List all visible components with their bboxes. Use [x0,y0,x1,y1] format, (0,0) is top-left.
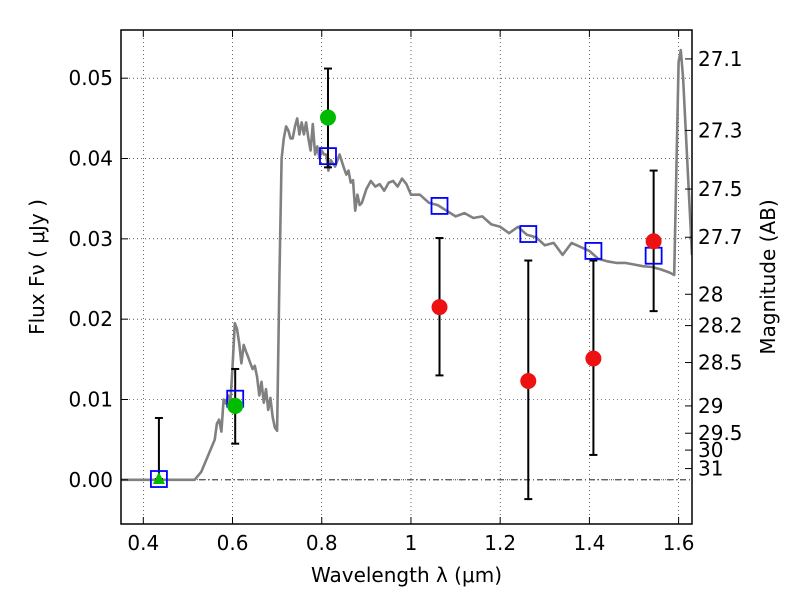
x-tick-label: 0.4 [127,531,159,555]
right-tick-label: 31 [698,457,723,481]
x-tick-label: 1.2 [484,531,516,555]
y-axis-label: Flux Fν ( μJy ) [25,199,49,335]
detection-point [227,397,244,414]
right-axis-label: Magnitude (AB) [756,199,780,354]
right-tick-label: 29 [698,394,723,418]
y-tick-label: 0.03 [68,227,113,251]
y-tick-label: 0.01 [68,387,113,411]
model-photometry-square [319,147,337,166]
model-photometry-square [430,197,449,215]
right-tick-label: 27.7 [698,225,743,249]
non-detection-point [645,233,662,250]
x-tick-label: 0.8 [306,531,338,555]
right-tick-label: 30 [698,438,723,462]
right-tick-label: 27.3 [698,118,743,142]
non-detection-point [431,299,448,316]
model-photometry-square [584,241,603,260]
y-tick-label: 0.04 [68,147,113,171]
y-tick-label: 0.05 [68,66,113,90]
right-tick-label: 27.5 [698,177,743,201]
right-tick-label: 29.5 [698,421,743,445]
detection-point [319,109,336,126]
model-photometry-square [150,470,168,488]
y-tick-label: 0.02 [68,307,113,331]
x-tick-label: 0.6 [217,531,249,555]
y-tick-label: 0.00 [68,468,113,492]
right-tick-label: 28 [698,282,723,306]
model-photometry-square [519,225,538,243]
x-axis-label: Wavelength λ (μm) [311,563,502,587]
ticks: 0.4 0.6 0.8 1 1.2 1.4 1.6 0.00 0.01 0.02 0.03 0.04 0… [68,30,743,555]
plot-frame [120,29,693,525]
non-detection-point [520,373,537,390]
grid [121,30,692,524]
right-tick-label: 27.1 [698,47,743,71]
x-tick-label: 1 [405,531,418,555]
x-tick-label: 1.4 [573,531,605,555]
right-tick-label: 28.5 [698,351,743,375]
right-tick-label: 28.2 [698,314,743,338]
plot-area [121,48,692,501]
model-sed-line [121,48,692,482]
non-detection-point [585,350,602,367]
x-tick-label: 1.6 [663,531,695,555]
upper-limit-triangle [152,472,165,485]
